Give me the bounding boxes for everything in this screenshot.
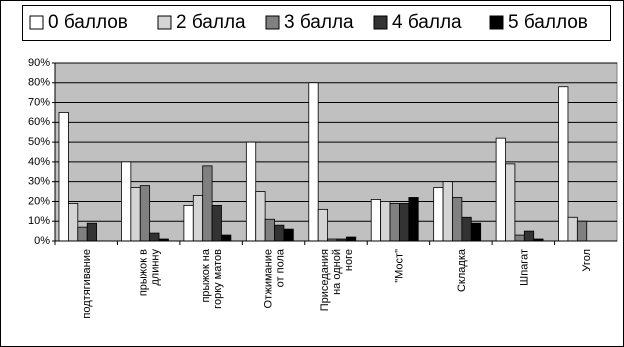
bar bbox=[370, 199, 382, 242]
legend-label: 2 балла bbox=[176, 12, 246, 33]
bar bbox=[77, 226, 88, 242]
legend-box bbox=[22, 5, 611, 41]
x-tick-label: прыжок нагорку матов bbox=[200, 248, 224, 309]
bar bbox=[576, 220, 588, 242]
bar bbox=[202, 165, 213, 242]
bar bbox=[470, 222, 482, 242]
x-tick-label: "Мост" bbox=[393, 249, 405, 283]
legend-swatch bbox=[157, 15, 172, 30]
bar bbox=[58, 112, 69, 242]
x-tick-label: подтягивание bbox=[81, 249, 93, 319]
x-tick-label: Отжиманиеот пола bbox=[263, 248, 287, 308]
legend-label: 4 балла bbox=[392, 12, 462, 33]
bar bbox=[139, 185, 151, 242]
y-tick-label: 30% bbox=[28, 176, 50, 188]
bar bbox=[433, 187, 444, 242]
bar bbox=[495, 137, 506, 242]
x-tick-label: Угол bbox=[581, 249, 593, 272]
y-tick-label: 40% bbox=[28, 156, 50, 168]
bar bbox=[514, 234, 525, 242]
y-tick-label: 80% bbox=[28, 77, 50, 89]
bar bbox=[121, 161, 132, 242]
bar bbox=[283, 228, 294, 242]
y-tick-label: 0% bbox=[34, 235, 50, 247]
legend-label: 3 балла bbox=[284, 12, 354, 33]
bar bbox=[149, 232, 160, 242]
bar bbox=[86, 222, 97, 242]
bar bbox=[442, 181, 453, 242]
legend-swatch bbox=[373, 15, 388, 30]
y-tick-label: 70% bbox=[28, 96, 50, 108]
x-tick-label: прыжок вдлинну bbox=[138, 249, 162, 297]
x-tick-label: Приседанияна однойноге bbox=[319, 249, 355, 311]
bar bbox=[274, 224, 285, 242]
y-tick-label: 20% bbox=[28, 195, 50, 207]
bar bbox=[183, 204, 194, 242]
bar bbox=[567, 216, 578, 242]
bar bbox=[452, 197, 463, 242]
bar bbox=[345, 236, 357, 242]
x-tick-label: Складка bbox=[456, 248, 468, 292]
y-tick-label: 50% bbox=[28, 136, 50, 148]
y-tick-label: 10% bbox=[28, 215, 50, 227]
bar bbox=[68, 203, 79, 242]
bar bbox=[130, 187, 141, 242]
bar bbox=[221, 234, 232, 242]
bar bbox=[505, 163, 516, 242]
legend-label: 0 баллов bbox=[48, 12, 128, 33]
legend-swatch bbox=[489, 15, 504, 30]
bar bbox=[523, 230, 535, 242]
y-tick-label: 60% bbox=[28, 116, 50, 128]
bar bbox=[558, 86, 569, 242]
bar bbox=[408, 197, 419, 242]
bar bbox=[255, 191, 266, 242]
bar bbox=[317, 208, 328, 242]
x-tick-label: Шпагат bbox=[518, 249, 530, 286]
bar bbox=[308, 82, 319, 242]
y-tick-label: 90% bbox=[28, 57, 50, 69]
bar bbox=[461, 216, 472, 242]
bar bbox=[380, 201, 391, 242]
bar bbox=[389, 203, 400, 242]
bar bbox=[264, 218, 275, 242]
bar bbox=[211, 204, 222, 242]
bar bbox=[245, 141, 257, 242]
legend-label: 5 баллов bbox=[508, 12, 588, 33]
legend-swatch bbox=[265, 15, 280, 30]
legend-swatch bbox=[29, 15, 44, 30]
bar bbox=[399, 203, 410, 242]
bar bbox=[192, 195, 204, 242]
